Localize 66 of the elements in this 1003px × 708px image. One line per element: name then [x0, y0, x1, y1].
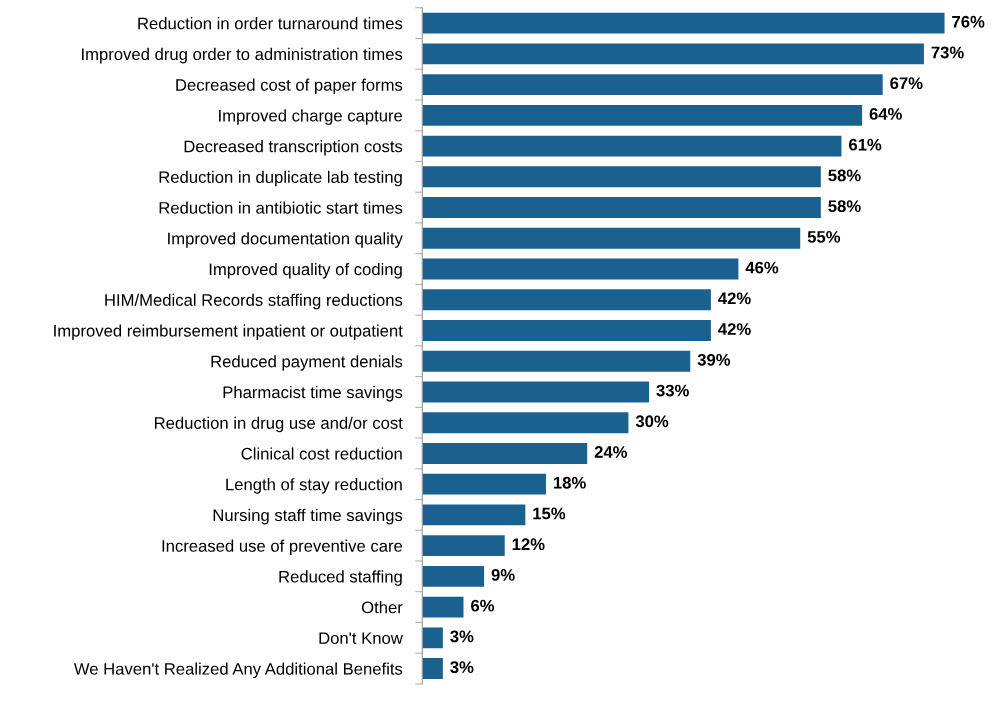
y-tick-label: Decreased transcription costs: [184, 140, 403, 156]
data-label: 39%: [697, 353, 731, 366]
data-label: 55%: [807, 231, 841, 243]
bar: [422, 135, 842, 157]
bar: [422, 596, 464, 618]
bar: [422, 565, 485, 587]
data-label: 15%: [533, 507, 566, 520]
bar: [422, 227, 801, 249]
bar: [422, 258, 739, 280]
bar: [422, 473, 546, 495]
data-label: 58%: [828, 200, 861, 213]
data-label: 58%: [828, 169, 861, 182]
data-label: 12%: [512, 538, 545, 551]
y-tick-label: Reduction in duplicate lab testing: [159, 170, 402, 187]
bar: [422, 74, 883, 96]
y-tick-label: Don't Know: [319, 632, 403, 645]
data-label: 64%: [869, 108, 902, 120]
data-label: 18%: [553, 476, 586, 489]
bar: [422, 43, 924, 65]
y-tick-label: Reduced staffing: [279, 570, 402, 586]
bar: [422, 627, 443, 649]
data-label: 30%: [635, 415, 669, 428]
bar: [422, 12, 945, 34]
data-label: 42%: [718, 292, 751, 305]
bar: [422, 381, 650, 403]
bar: [422, 535, 505, 557]
y-tick-label: Pharmacist time savings: [223, 385, 403, 402]
y-tick-label: We Haven't Realized Any Additional Benefits: [73, 662, 403, 679]
bar: [422, 350, 691, 372]
bar: [422, 104, 863, 126]
data-label: 9%: [491, 569, 515, 581]
data-label: 61%: [849, 138, 882, 151]
y-tick-label: Clinical cost reduction: [241, 447, 402, 460]
y-tick-label: Increased use of preventive care: [162, 539, 403, 556]
y-tick-label: Reduction in order turnaround times: [138, 17, 403, 30]
y-tick-label: Reduced payment denials: [211, 355, 403, 371]
y-tick-label: Improved drug order to administration times: [82, 47, 403, 64]
bar: [422, 442, 588, 464]
data-label: 6%: [471, 599, 495, 612]
y-tick-label: Reduction in drug use and/or cost: [154, 416, 403, 433]
y-tick-label: Decreased cost of paper forms: [176, 78, 403, 95]
data-label: 3%: [450, 630, 474, 643]
y-tick-label: Improved quality of coding: [209, 262, 402, 279]
y-tick-label: Other: [361, 601, 403, 614]
bar: [422, 658, 443, 680]
y-tick-label: Improved charge capture: [219, 109, 403, 125]
data-label: 46%: [745, 261, 779, 274]
data-label: 42%: [718, 323, 751, 335]
y-tick-label: HIM/Medical Records staffing reductions: [105, 293, 403, 310]
bar: [422, 504, 526, 526]
data-label: 24%: [594, 446, 628, 458]
bar: [422, 289, 711, 311]
y-tick-label: Length of stay reduction: [226, 478, 402, 494]
data-label: 67%: [890, 77, 923, 90]
bar: [422, 197, 821, 219]
bar: [422, 320, 711, 341]
data-label: 3%: [450, 661, 474, 674]
data-label: 76%: [952, 15, 985, 28]
data-label: 73%: [931, 46, 964, 59]
y-tick-label: Improved reimbursement inpatient or outpatient: [54, 324, 403, 340]
y-tick-label: Improved documentation quality: [168, 232, 403, 248]
data-label: 33%: [656, 384, 689, 397]
bar: [422, 412, 629, 434]
bar: [422, 166, 821, 188]
y-tick-label: Reduction in antibiotic start times: [159, 201, 403, 214]
y-tick-label: Nursing staff time savings: [213, 508, 403, 525]
